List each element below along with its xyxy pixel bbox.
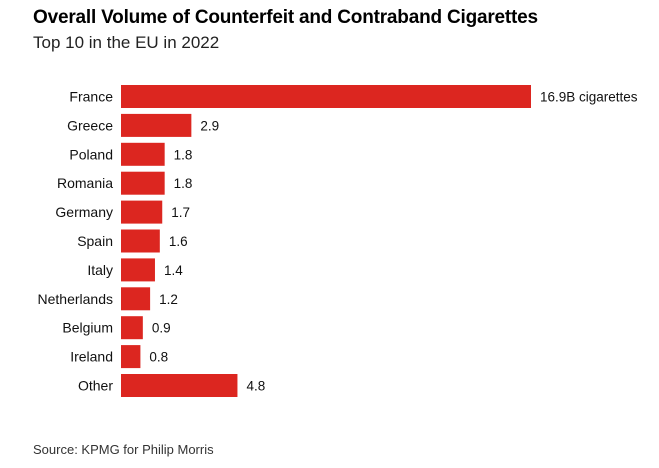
value-label: 1.6 [169,234,188,249]
category-label: Poland [69,146,113,162]
bar-poland [121,142,165,166]
value-label: 2.9 [200,118,219,133]
bar-spain [121,229,160,253]
category-label: Other [78,378,113,394]
value-label: 16.9B cigarettes [540,90,638,105]
bar-other [121,374,238,397]
bar-france [121,85,531,108]
category-label: Netherlands [38,291,114,307]
bar-germany [121,200,163,224]
value-label: 1.2 [159,292,178,307]
value-label: 1.8 [174,176,193,191]
value-label: 1.8 [174,147,193,162]
chart-subtitle: Top 10 in the EU in 2022 [33,33,220,52]
category-label: Ireland [70,349,113,365]
bar-netherlands [121,287,151,311]
category-label: Italy [87,262,113,278]
chart-title: Overall Volume of Counterfeit and Contra… [33,7,538,28]
bar-romania [121,171,165,195]
value-label: 4.8 [246,379,265,394]
category-label: Germany [55,204,113,220]
chart-source: Source: KPMG for Philip Morris [33,442,214,457]
value-label: 0.9 [152,321,171,336]
category-label: Greece [67,117,113,133]
bar-greece [121,113,192,137]
category-label: France [69,89,113,105]
category-label: Belgium [62,320,113,336]
category-label: Romania [57,175,113,191]
bar-italy [121,258,155,282]
category-label: Spain [77,233,113,249]
value-label: 1.7 [171,205,190,220]
bar-ireland [121,345,141,369]
bar-belgium [121,316,143,340]
value-label: 0.8 [149,350,168,365]
value-label: 1.4 [164,263,183,278]
